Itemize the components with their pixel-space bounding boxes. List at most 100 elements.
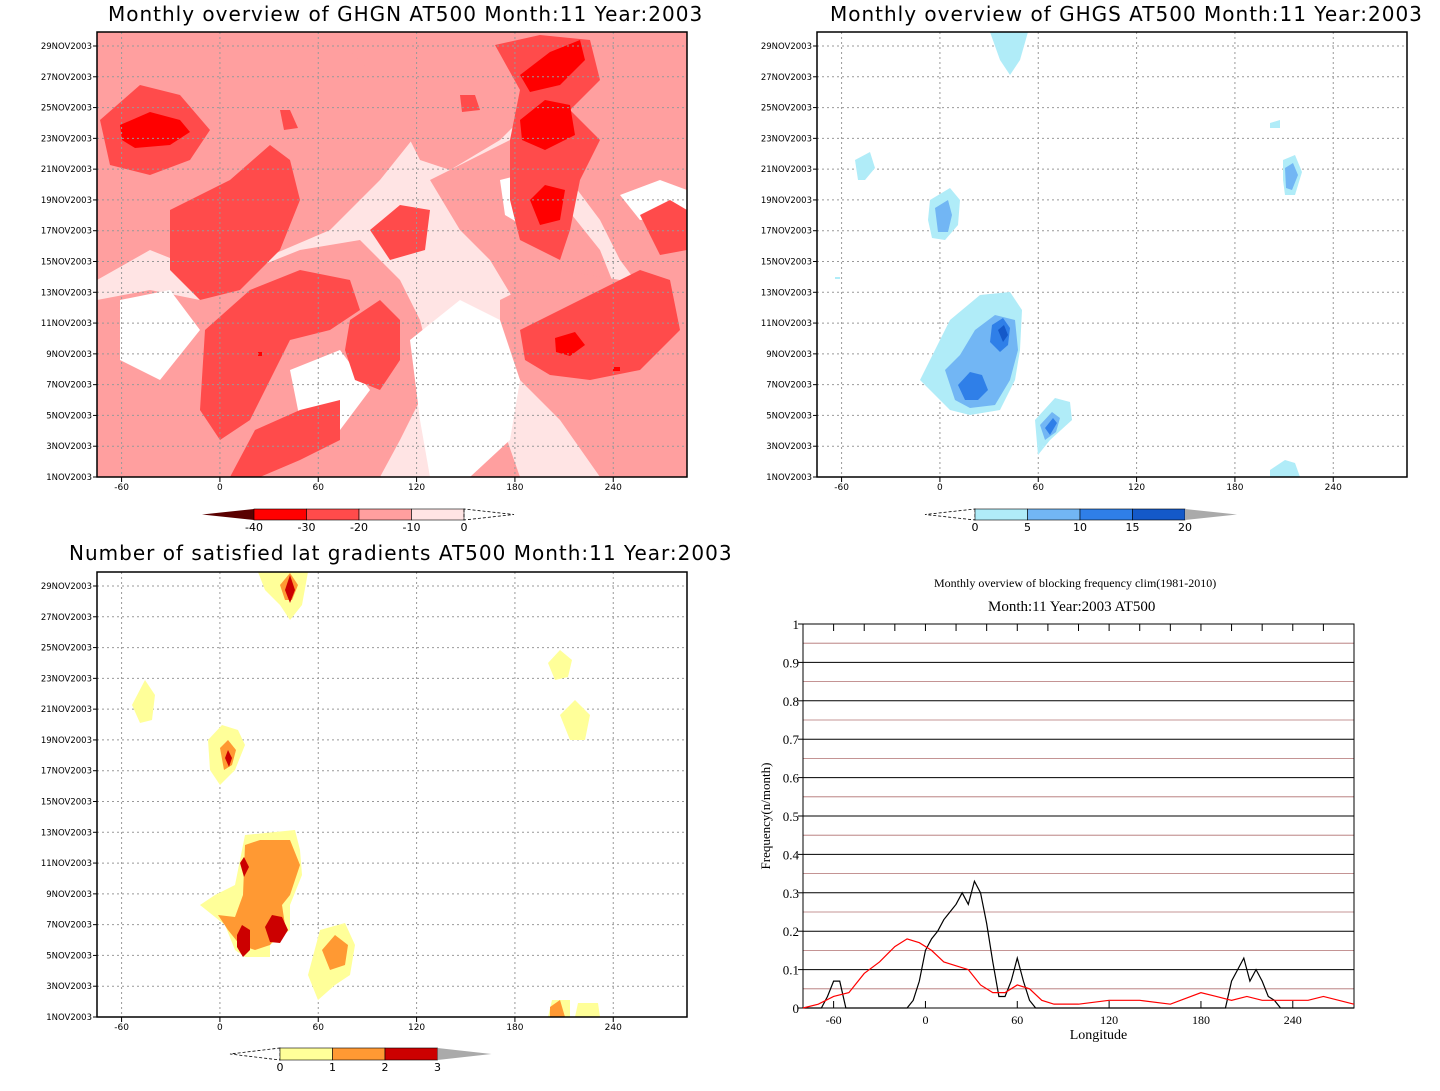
contour-dark [613,367,620,371]
x-tick-label: 240 [1325,483,1342,493]
contour-dark [520,40,585,92]
ghgn-heatmap: -60 0 60 120 180 240 1NOV2003 3NOV2003 5NOV2003 7… [41,31,688,534]
y-tick-label: 23NOV2003 [41,134,92,144]
colorbar-label: 15 [1126,521,1140,534]
x-tick-label: -60 [114,1023,129,1033]
contour-0-1 [560,700,590,740]
y-tick-label: 0.7 [783,732,800,747]
x-tick-label: 240 [605,483,622,493]
x-tick-label: 60 [1011,1013,1023,1027]
colorbar-label: -30 [298,521,316,534]
x-tick-label: 120 [1100,1013,1118,1027]
contour-1-2 [322,935,348,970]
contour-2-3 [237,925,250,957]
colorbar-label: 20 [1178,521,1192,534]
colorbar-left-arrow [229,1047,281,1061]
contour-medium [935,200,952,232]
contour-dark [530,185,565,225]
colorbar-right-arrow [437,1048,492,1060]
contour-light [990,32,1028,75]
colorbar-label: -20 [350,521,368,534]
blocking-subtitle: Month:11 Year:2003 AT500 [988,599,1156,615]
contour-dark [958,372,988,400]
y-tick-label: 25NOV2003 [761,104,812,114]
contour-light [835,277,840,279]
y-tick-label: 25NOV2003 [41,644,92,654]
y-axis-label: Frequency(n/month) [758,763,773,870]
colorbar-label: 2 [382,1061,389,1074]
y-tick-label: 29NOV2003 [41,582,92,592]
colorbar-label: -10 [403,521,421,534]
x-tick-label: 0 [922,1013,928,1027]
colorbar-segment [1132,508,1186,521]
lat-gradients-heatmap: -60 0 60 120 180 2401NOV20033NOV20035NOV20037… [41,571,688,1074]
y-tick-label: 11NOV2003 [41,319,92,329]
colorbar-segment [974,508,1028,521]
y-tick-label: 0.2 [783,924,799,939]
y-tick-label: 15NOV2003 [41,798,92,808]
y-tick-label: 0 [793,1001,800,1016]
series-line-red [802,938,1355,1009]
ghgs-heatmap: -60 0 60 120 180 240 1NOV2003 3NOV2003 5NOV2003 7… [761,31,1408,534]
y-tick-label: 3NOV2003 [766,442,812,452]
contour-dark [990,318,1010,352]
contour-medium [280,110,298,130]
y-tick-label: 29NOV2003 [41,42,92,52]
x-tick-label: -60 [114,483,129,493]
x-tick-label: 240 [605,1023,622,1033]
contour-1-2 [550,1000,565,1017]
contour-white [120,290,200,380]
contour-white [410,300,520,477]
colorbar-segment [306,508,360,521]
x-tick-label: -60 [834,483,849,493]
contour-light [1270,460,1300,477]
y-tick-label: 29NOV2003 [761,42,812,52]
plot-frame [96,571,688,1018]
y-tick-label: 3NOV2003 [46,982,92,992]
y-tick-label: 9NOV2003 [766,350,812,360]
contour-2-3 [285,575,295,603]
y-tick-label: 19NOV2003 [41,196,92,206]
blocking-title: Monthly overview of blocking frequency c… [934,576,1217,590]
contour-0-1 [575,1003,600,1017]
y-tick-label: 19NOV2003 [41,736,92,746]
contour-dark [258,352,262,356]
contour-0-1 [548,650,572,680]
contour-medium [230,400,340,477]
contour-dark [555,332,585,356]
colorbar-label: 10 [1073,521,1087,534]
x-tick-label: 180 [1226,483,1243,493]
lat-gradients-title: Number of satisfied lat gradients AT500 … [69,541,733,565]
y-tick-label: 27NOV2003 [41,73,92,83]
contour-light [1270,120,1280,128]
colorbar-segment [411,508,465,521]
x-tick-label: 180 [506,483,523,493]
y-tick-label: 21NOV2003 [41,705,92,715]
y-tick-label: 1 [793,617,800,632]
y-tick-label: 21NOV2003 [761,165,812,175]
y-tick-label: 27NOV2003 [761,73,812,83]
y-tick-label: 15NOV2003 [41,258,92,268]
x-tick-label: 120 [408,1023,425,1033]
x-tick-label: 60 [313,1023,325,1033]
y-tick-label: 9NOV2003 [46,890,92,900]
x-tick-label: 240 [1284,1013,1302,1027]
colorbar-segment [1079,508,1133,521]
x-tick-label: 120 [1128,483,1145,493]
y-tick-label: 0.4 [783,847,800,862]
y-tick-label: 9NOV2003 [46,350,92,360]
x-tick-label: 0 [217,483,223,493]
y-tick-label: 5NOV2003 [46,411,92,421]
y-tick-label: 17NOV2003 [41,227,92,237]
y-tick-label: 3NOV2003 [46,442,92,452]
y-tick-label: 0.6 [783,771,800,786]
series-line-black [803,879,1354,1009]
contour-darkest [998,325,1008,342]
contour-medium [640,200,687,255]
x-tick-label: 180 [1192,1013,1210,1027]
colorbar-segment [384,1047,438,1061]
y-tick-label: 23NOV2003 [41,674,92,684]
y-tick-label: 7NOV2003 [46,381,92,391]
contour-2-3 [240,857,249,877]
x-tick-label: 120 [408,483,425,493]
